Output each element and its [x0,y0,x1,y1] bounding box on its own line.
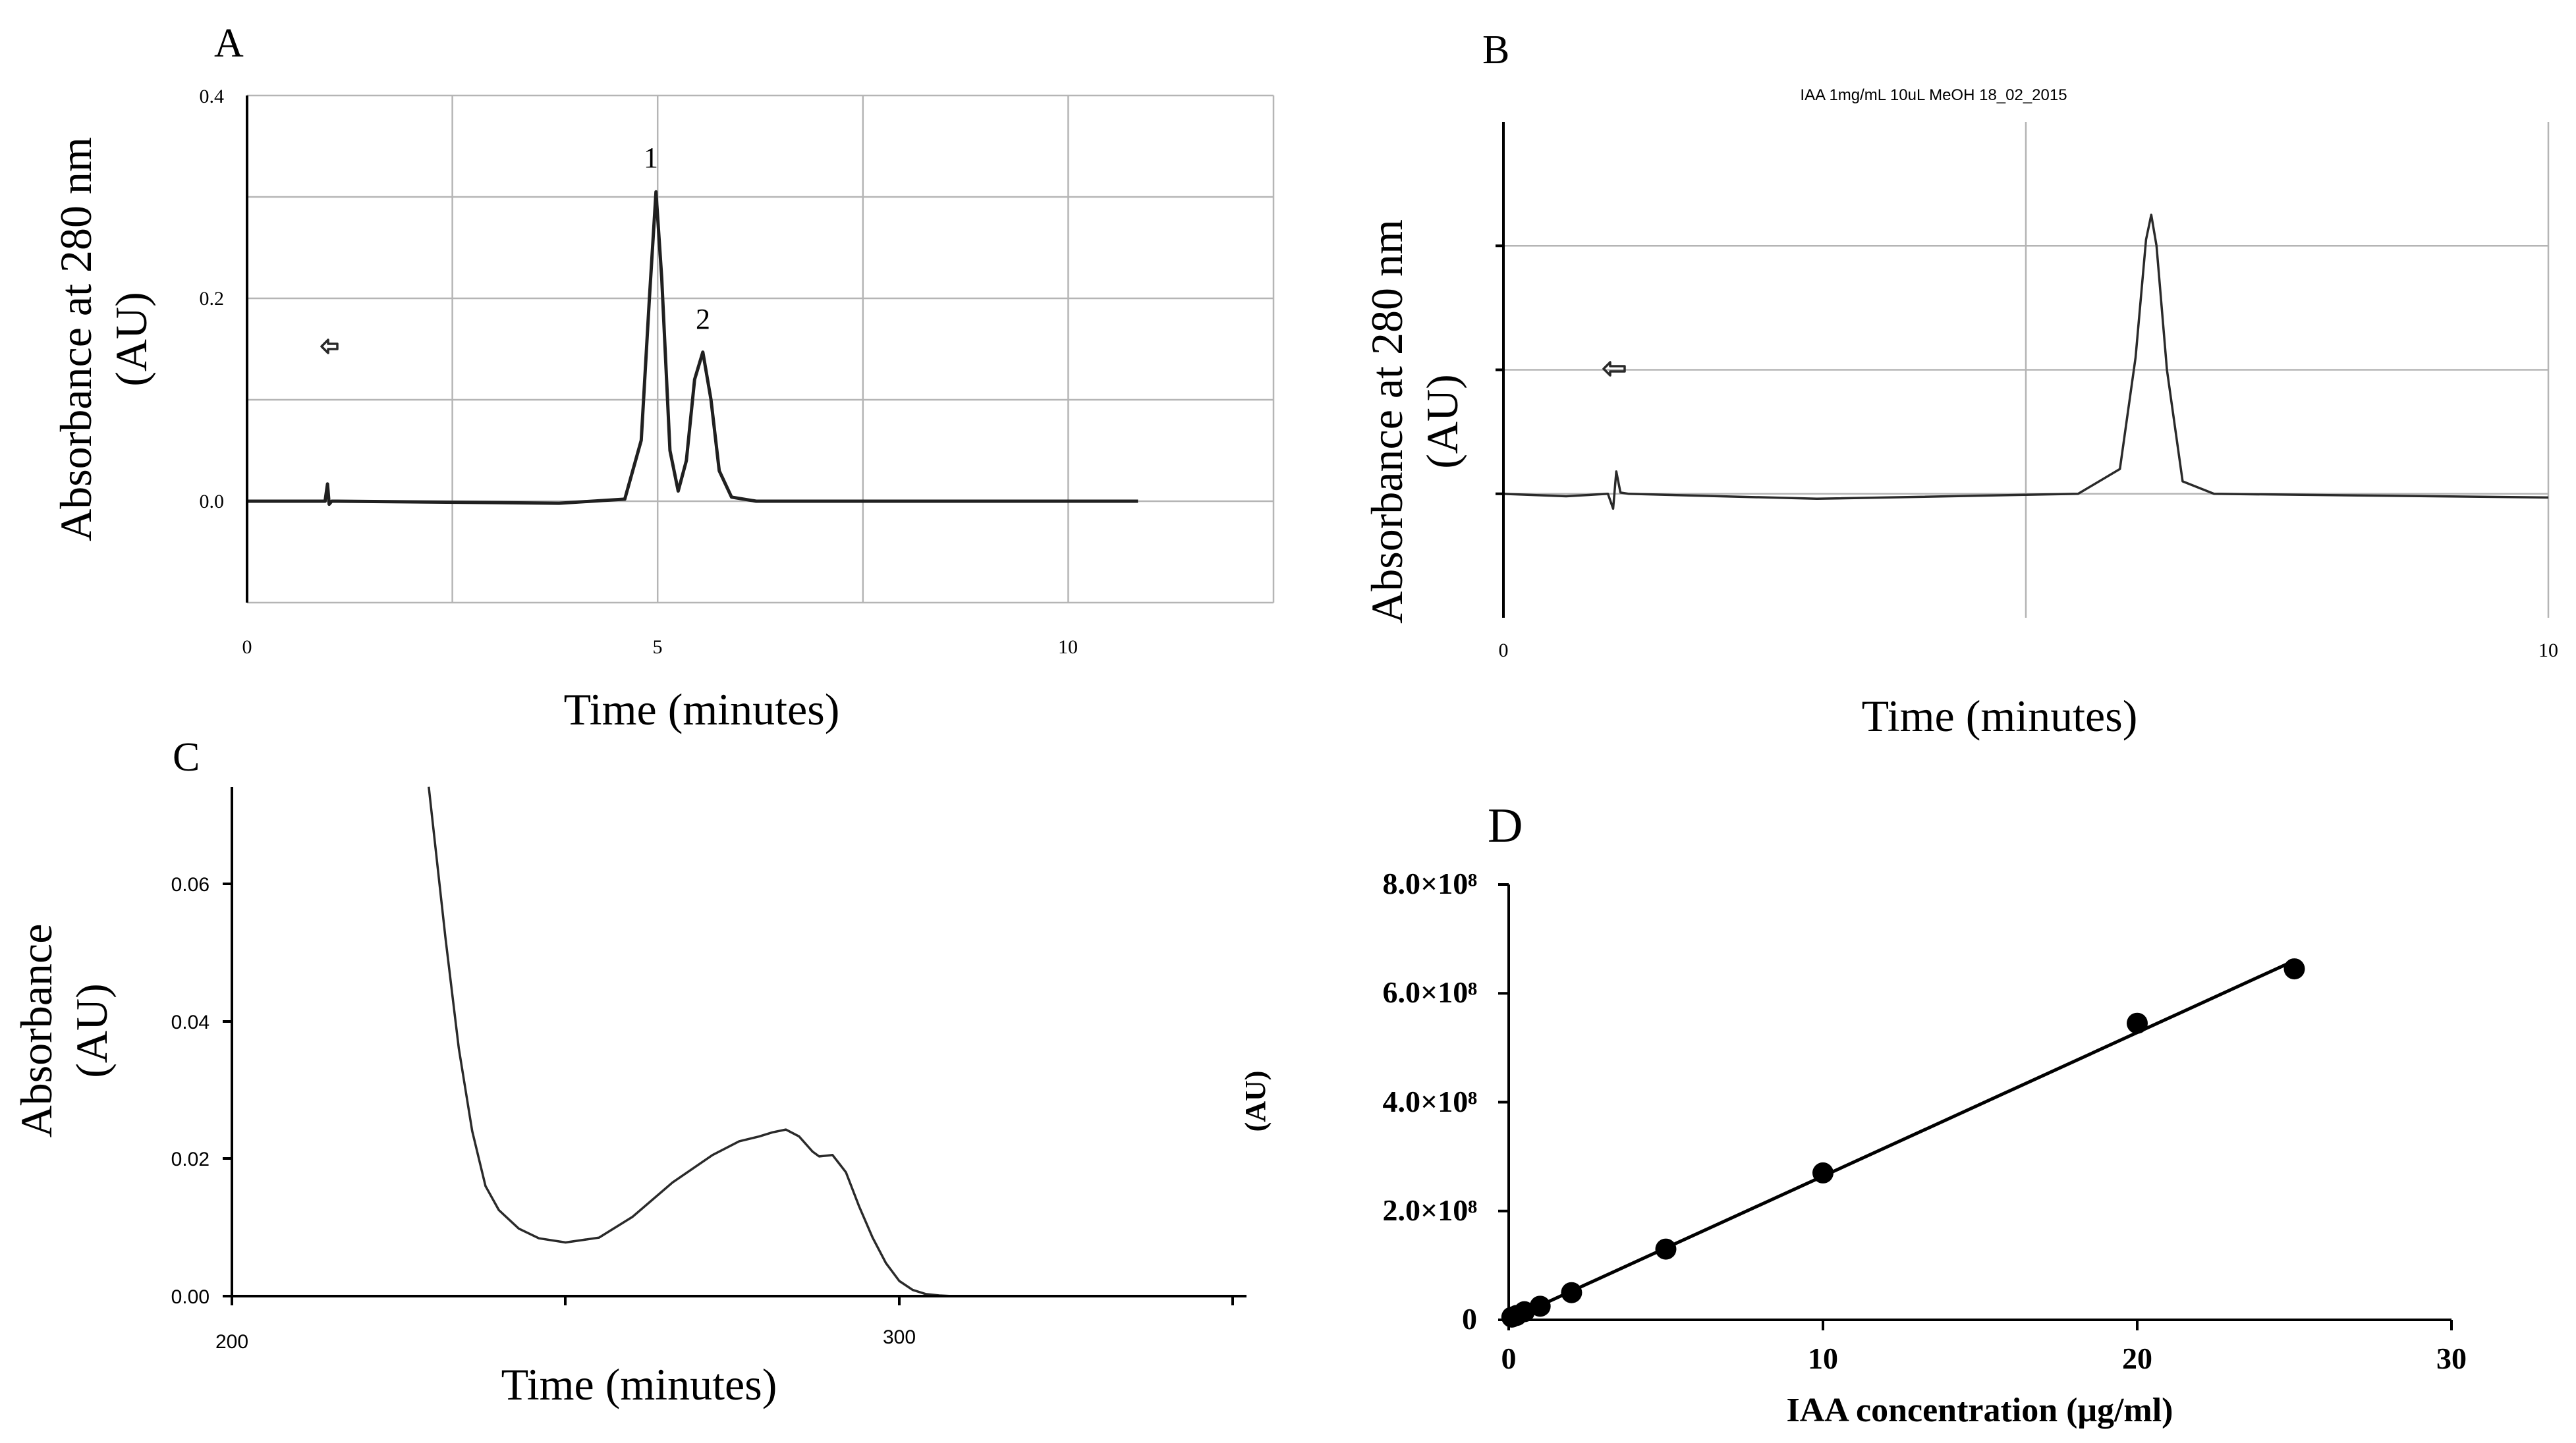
panel-a-xtick-0: 0 [242,636,252,658]
panel-d-ytick-3: 6.0×10⁸ [1382,975,1477,1009]
panel-c-trace-group [428,786,953,1297]
panel-b-y-title-line1: Absorbance at 280 nm [1362,219,1412,624]
panel-d-point-5 [1655,1238,1677,1260]
panel-a-ytick-0: 0.0 [200,491,225,512]
panel-d-xtick-3: 30 [2436,1342,2467,1375]
panel-a-grid [246,94,1275,604]
panel-a-injection-marker-icon [320,339,339,354]
panel-c-x-title: Time (minutes) [501,1359,777,1409]
panel-b: B IAA 1mg/mL 10uL MeOH 18_02_2015 0 10 T… [1362,28,2558,741]
panel-d-x-title: IAA concentration (μg/ml) [1787,1392,2173,1429]
panel-d-point-7 [2127,1012,2148,1034]
panel-b-xtick-0: 0 [1499,640,1509,661]
panel-b-xtick-1: 10 [2538,640,2558,661]
panel-a-xtick-2: 10 [1058,636,1078,658]
panel-a-y-title-line1: Absorbance at 280 nm [51,137,101,541]
panel-d-xtick-1: 10 [1808,1342,1838,1375]
panel-b-label: B [1482,28,1509,72]
panel-d-xtick-2: 20 [2122,1342,2152,1375]
panel-d-point-8 [2283,958,2305,980]
panel-a-peak-1-label: 1 [644,142,658,174]
panel-a-series-0 [247,190,1138,506]
panel-b-grid [1496,122,2550,618]
panel-a-ytick-2: 0.4 [200,86,225,107]
panel-b-trace-group [1503,213,2549,510]
panel-c-ytick-3: 0.06 [171,874,210,896]
panel-c: C 0.00 0.02 0.04 0.06 200 300 Time (minu… [11,735,1246,1409]
panel-a-peak-2-label: 2 [696,303,710,335]
panel-a-y-title-line2: (AU) [106,292,156,387]
panel-a-x-title: Time (minutes) [564,684,840,734]
panel-d-point-3 [1529,1295,1551,1317]
panel-c-series-0 [428,786,953,1297]
panel-d-ytick-1: 2.0×10⁸ [1382,1193,1477,1227]
panel-a-trace-group [247,190,1138,506]
panel-b-x-title: Time (minutes) [1862,691,2138,741]
panel-d-ytick-2: 4.0×10⁸ [1382,1085,1477,1118]
panel-b-y-title-line2: (AU) [1417,374,1467,469]
panel-d-plot-group [1498,883,2453,1330]
panel-a: A 0.0 0.2 0.4 0 5 10 Time (minutes) Abso… [51,21,1275,734]
panel-d: D 0 2.0×10⁸ 4.0×10⁸ 6.0×10⁸ 8.0×10⁸ 0 10… [1239,799,2467,1429]
panel-d-point-4 [1561,1282,1582,1303]
panel-c-xtick-1: 300 [883,1326,916,1348]
panel-c-xtick-0: 200 [215,1331,248,1353]
panel-d-y-title: (AU) [1239,1071,1272,1132]
panel-c-ytick-2: 0.04 [171,1012,210,1033]
panel-d-ytick-0: 0 [1462,1302,1477,1336]
panel-a-xtick-1: 5 [653,636,663,658]
panel-b-series-0 [1503,213,2549,510]
panel-d-point-6 [1812,1162,1834,1184]
panel-d-ytick-4: 8.0×10⁸ [1382,867,1477,900]
panel-a-ytick-1: 0.2 [200,288,225,310]
panel-d-fit-line [1507,959,2295,1322]
panel-c-y-title-line2: (AU) [67,983,117,1078]
panel-d-xtick-0: 0 [1501,1342,1517,1375]
panel-a-label: A [214,21,244,66]
panel-c-y-title-line1: Absorbance [11,924,61,1138]
panel-c-ytick-0: 0.00 [171,1286,210,1308]
panel-d-label: D [1488,799,1523,853]
panel-b-title: IAA 1mg/mL 10uL MeOH 18_02_2015 [1800,86,2067,104]
panel-b-injection-marker-icon [1602,361,1626,377]
panel-c-label: C [173,735,200,780]
panel-c-ytick-1: 0.02 [171,1149,210,1170]
